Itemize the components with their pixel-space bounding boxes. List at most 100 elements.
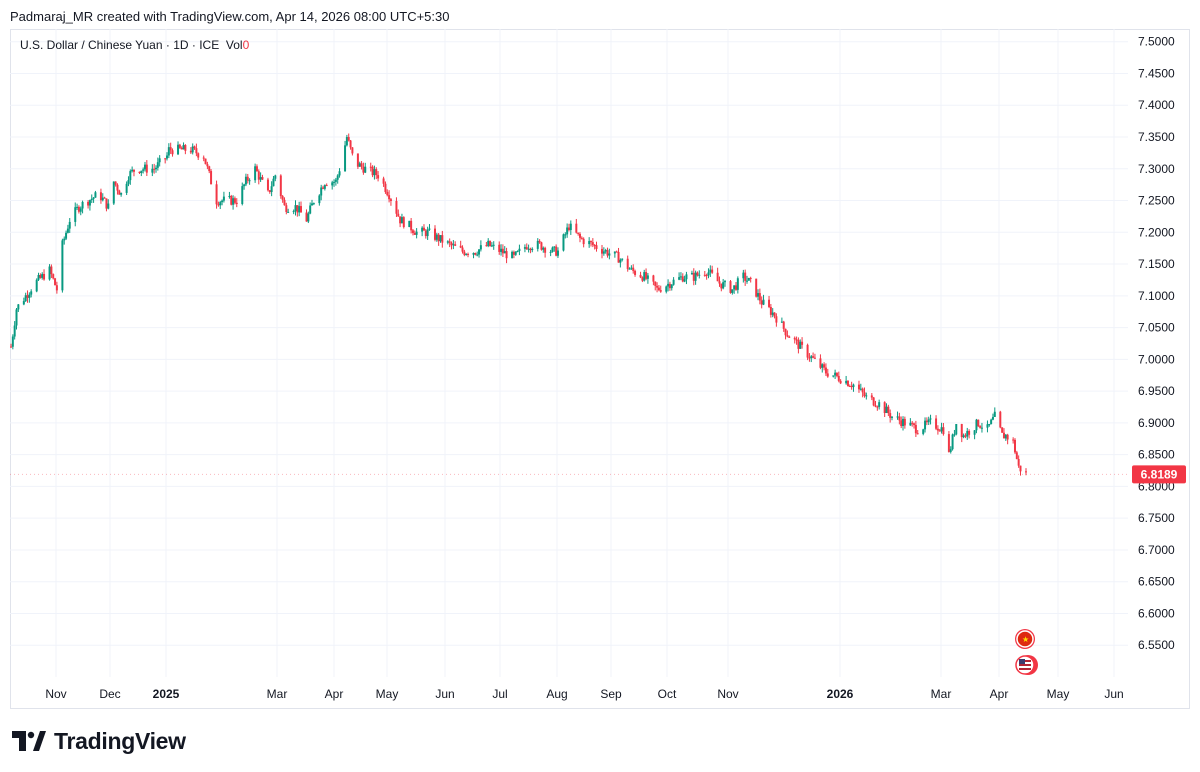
candle-body <box>400 217 403 224</box>
last-price-tag <box>1132 465 1186 484</box>
candle-body <box>114 181 117 185</box>
candle-body <box>397 213 400 217</box>
candle-body <box>259 177 262 180</box>
us-flag-icon[interactable] <box>1015 655 1038 675</box>
candle-body <box>138 171 141 174</box>
candle-body <box>953 434 956 436</box>
candle-body <box>166 155 169 159</box>
candle-body <box>413 232 416 235</box>
candle-body <box>608 253 611 256</box>
candle-body <box>755 278 758 297</box>
candle-body <box>235 202 238 204</box>
x-tick-label: Jun <box>1104 687 1123 701</box>
candle-body <box>433 228 436 240</box>
candle-body <box>101 197 104 201</box>
legend-volume-value: 0 <box>242 38 250 52</box>
candle-body <box>215 184 218 205</box>
brand-name: TradingView <box>54 727 186 754</box>
candle-body <box>595 245 598 249</box>
candle-body <box>606 250 609 256</box>
candle-body <box>467 253 470 255</box>
candle-body <box>634 270 637 275</box>
candle-body <box>979 426 982 428</box>
candle-body <box>318 195 321 204</box>
candle-body <box>180 147 183 150</box>
candle-body <box>850 386 853 388</box>
candle-body <box>68 221 71 229</box>
candle-body <box>621 258 624 260</box>
candle-body <box>672 279 675 285</box>
candle-body <box>529 248 532 251</box>
candle-body <box>935 418 938 429</box>
candle-body <box>857 384 860 390</box>
candle-body <box>659 290 662 292</box>
candle-body <box>454 244 457 246</box>
candle-body <box>210 171 213 185</box>
candle-body <box>762 299 765 305</box>
candle-body <box>962 435 965 438</box>
chart-credit: Padmaraj_MR created with TradingView.com… <box>10 9 450 24</box>
candle-body <box>503 251 506 254</box>
candle-body <box>142 169 145 171</box>
candle-body <box>338 171 341 176</box>
candle-body <box>459 245 462 248</box>
candle-body <box>747 277 750 281</box>
candle-body <box>698 274 701 276</box>
candle-body <box>577 232 580 234</box>
candle-body <box>813 357 816 359</box>
legend-symbol: U.S. Dollar / Chinese Yuan · 1D · ICE <box>20 38 220 52</box>
candle-body <box>549 251 552 253</box>
candle-body <box>604 250 607 252</box>
candle-body <box>1004 434 1007 439</box>
candle-body <box>744 272 747 281</box>
candle-body <box>709 269 712 273</box>
candle-body <box>189 150 192 153</box>
candle-body <box>76 206 79 208</box>
price-chart[interactable]: 7.5000 7.4500 7.4000 7.3500 7.3000 7.2500 7.20… <box>10 29 1190 709</box>
candle-body <box>351 147 354 154</box>
candle-body <box>490 245 493 247</box>
candle-body <box>925 420 928 423</box>
candle-body <box>272 178 275 187</box>
candle-body <box>900 420 903 426</box>
candle-body <box>1017 458 1020 466</box>
candle-body <box>511 251 514 259</box>
candle-body <box>461 247 464 252</box>
candle-body <box>279 175 282 197</box>
candle-body <box>771 312 774 315</box>
candle-body <box>208 166 211 172</box>
candle-body <box>582 238 585 245</box>
candle-body <box>298 206 301 213</box>
candle-body <box>823 364 826 368</box>
candle-body <box>323 185 326 189</box>
candle-body <box>914 424 917 434</box>
candle-body <box>164 158 167 160</box>
candle-body <box>808 357 811 359</box>
candle-body <box>177 144 180 155</box>
candle-body <box>435 234 438 240</box>
candle-body <box>153 168 156 170</box>
candle-body <box>591 242 594 245</box>
y-tick-label: 6.7000 <box>1138 543 1175 557</box>
candle-body <box>55 285 58 291</box>
candle-body <box>824 367 827 374</box>
candle-body <box>143 164 146 170</box>
x-tick-label: Nov <box>45 687 66 701</box>
candle-body <box>593 244 596 246</box>
china-flag-icon[interactable]: ★ <box>1015 629 1035 649</box>
y-tick-label: 6.6000 <box>1138 606 1175 620</box>
candle-body <box>742 272 745 279</box>
candle-body <box>876 406 879 408</box>
candle-body <box>246 176 249 181</box>
candle-body <box>408 220 411 228</box>
candle-body <box>590 241 592 243</box>
candle-body <box>924 420 927 430</box>
last-price-label: 6.8189 <box>1141 467 1178 481</box>
candle-body <box>94 192 97 198</box>
tradingview-brand[interactable]: TradingView <box>12 726 186 756</box>
candle-body <box>389 199 392 201</box>
candle-body <box>382 178 385 184</box>
candle-body <box>652 275 655 282</box>
candle-body <box>916 433 919 435</box>
candle-body <box>30 291 33 295</box>
